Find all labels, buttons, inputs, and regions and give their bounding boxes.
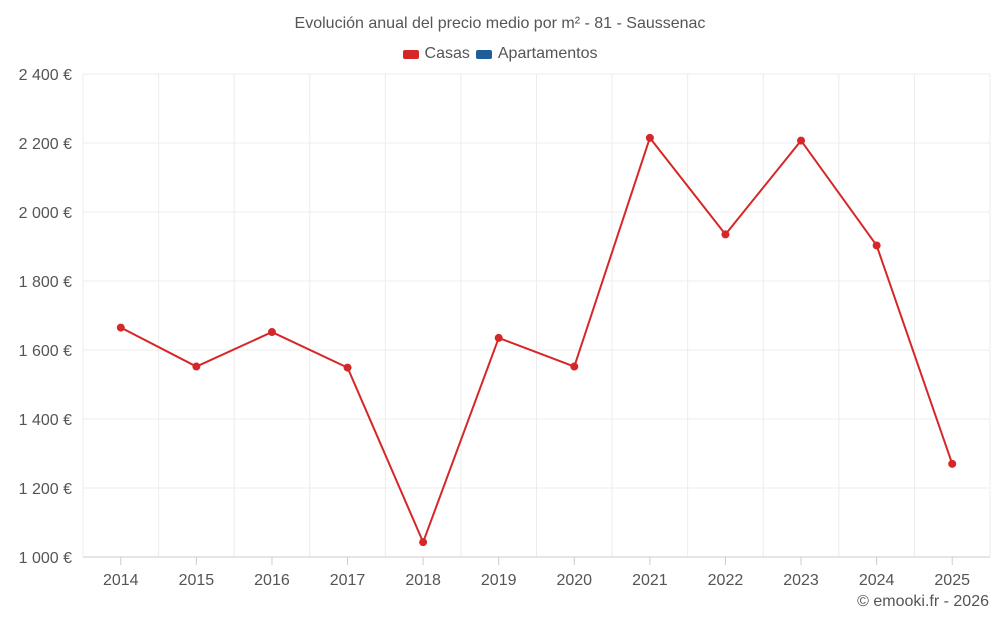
- y-tick-label: 1 200 €: [19, 481, 72, 498]
- x-tick-label: 2015: [179, 572, 215, 589]
- data-point-casas: [343, 363, 352, 372]
- x-tick-label: 2022: [708, 572, 744, 589]
- y-tick-label: 1 400 €: [19, 412, 72, 429]
- x-tick-label: 2014: [103, 572, 139, 589]
- legend-item-casas[interactable]: Casas: [402, 45, 470, 63]
- y-tick-label: 2 400 €: [19, 67, 72, 84]
- x-tick-label: 2020: [556, 572, 592, 589]
- y-tick-label: 2 000 €: [19, 205, 72, 222]
- data-point-casas: [948, 459, 957, 468]
- data-point-casas: [872, 241, 881, 250]
- x-tick-label: 2021: [632, 572, 668, 589]
- legend-item-apartamentos[interactable]: Apartamentos: [475, 45, 598, 63]
- data-point-casas: [192, 362, 201, 371]
- x-tick-label: 2018: [405, 572, 441, 589]
- chart-title: Evolución anual del precio medio por m² …: [294, 15, 706, 32]
- data-point-casas: [721, 230, 730, 239]
- data-point-casas: [267, 328, 276, 337]
- y-tick-label: 1 000 €: [19, 550, 72, 567]
- data-point-casas: [494, 333, 503, 342]
- legend-swatch-casas: [402, 49, 419, 59]
- x-tick-label: 2023: [783, 572, 819, 589]
- series-line-casas: [120, 136, 954, 544]
- credit: © emooki.fr - 2026: [857, 593, 989, 610]
- grid: [82, 73, 991, 557]
- legend-swatch-apartamentos: [475, 49, 492, 59]
- y-tick-label: 2 200 €: [19, 136, 72, 153]
- data-point-casas: [645, 133, 654, 142]
- axes: 1 000 € 1 200 € 1 400 € 1 600 € 1 800 € 2 000…: [19, 67, 990, 589]
- y-tick-label: 1 800 €: [19, 274, 72, 291]
- x-tick-label: 2024: [859, 572, 895, 589]
- legend-label-apartamentos: Apartamentos: [497, 45, 598, 62]
- legend: Casas Apartamentos: [0, 45, 1000, 63]
- data-point-casas: [116, 323, 125, 332]
- x-tick-label: 2019: [481, 572, 517, 589]
- y-tick-label: 1 600 €: [19, 343, 72, 360]
- data-point-casas: [419, 538, 428, 547]
- x-tick-label: 2017: [330, 572, 366, 589]
- legend-label-casas: Casas: [424, 45, 470, 62]
- x-tick-label: 2025: [934, 572, 970, 589]
- x-tick-label: 2016: [254, 572, 290, 589]
- series-casas: [116, 133, 957, 547]
- data-point-casas: [570, 362, 579, 371]
- data-point-casas: [797, 136, 806, 145]
